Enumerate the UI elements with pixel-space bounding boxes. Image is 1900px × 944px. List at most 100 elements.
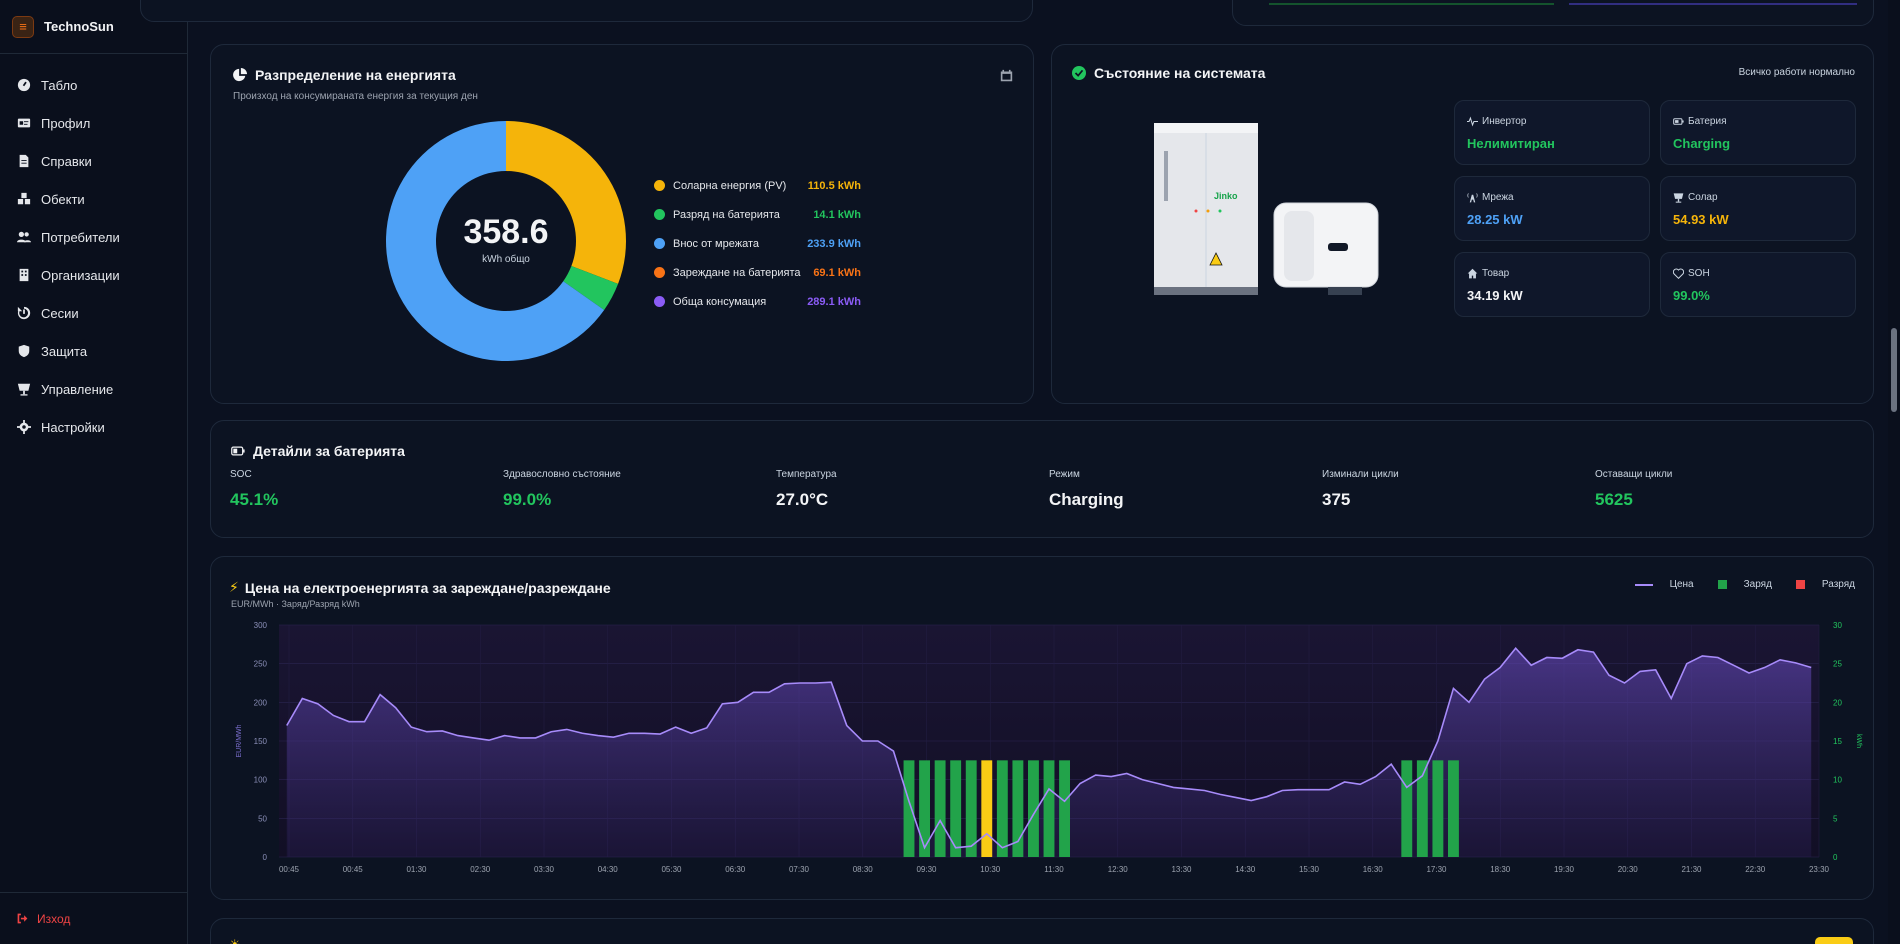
legend-charge[interactable]: Заряд <box>1706 579 1772 590</box>
y2-tick-label: 15 <box>1833 737 1842 746</box>
solar-panel-icon <box>16 381 32 397</box>
logout-button[interactable]: Изход <box>0 892 188 944</box>
sidebar-item-0[interactable]: Табло <box>0 66 187 104</box>
x-tick-label: 15:30 <box>1299 865 1320 874</box>
legend-value: 233.9 kWh <box>807 237 861 250</box>
x-tick-label: 12:30 <box>1108 865 1129 874</box>
status-tile-label-text: Товар <box>1482 268 1510 279</box>
x-tick-label: 21:30 <box>1681 865 1702 874</box>
donut-total: 358.6 <box>463 213 549 251</box>
legend-dot <box>654 238 665 249</box>
x-tick-label: 00:45 <box>343 865 364 874</box>
system-status-title: Състояние на системата <box>1072 65 1265 81</box>
donut-slice-0[interactable] <box>506 121 626 284</box>
sidebar-item-label: Профил <box>41 115 91 131</box>
sidebar-item-4[interactable]: Потребители <box>0 218 187 256</box>
battery-field-value: 99.0% <box>503 490 552 509</box>
status-tile: Инвертор Нелимитиран <box>1454 100 1650 165</box>
id-card-icon <box>16 115 32 131</box>
sidebar-item-3[interactable]: Обекти <box>0 180 187 218</box>
status-tile-label: SOH <box>1673 268 1843 279</box>
charge-bar <box>1432 760 1444 857</box>
battery-field: Оставащи цикли 5625 <box>1595 469 1672 510</box>
x-tick-label: 02:30 <box>470 865 491 874</box>
system-status-title-text: Състояние на системата <box>1094 65 1266 81</box>
y-tick-label: 100 <box>254 776 268 785</box>
legend-label: Внос от мрежата <box>673 237 759 250</box>
charge-bar <box>950 760 962 857</box>
sidebar-item-6[interactable]: Сесии <box>0 294 187 332</box>
cubes-icon <box>16 191 32 207</box>
status-tile-label: Батерия <box>1673 116 1843 127</box>
status-tile-value: 54.93 kW <box>1673 212 1729 227</box>
status-tile-value: 28.25 kW <box>1467 212 1523 227</box>
users-icon <box>16 229 32 245</box>
y-tick-label: 50 <box>258 814 267 823</box>
x-tick-label: 13:30 <box>1171 865 1192 874</box>
charge-bar <box>1401 760 1413 857</box>
sun-icon: ☀ <box>229 937 241 944</box>
price-chart-subtitle-left: EUR/MWh <box>231 599 274 609</box>
x-tick-label: 05:30 <box>661 865 682 874</box>
price-chart: 0 50 100 150 200 250 300 0 5 10 15 20 25 30 00:45 00:45… <box>236 621 1862 874</box>
sidebar-item-label: Сесии <box>41 305 79 321</box>
battery-icon <box>1673 118 1684 125</box>
scrollbar[interactable] <box>1888 0 1900 944</box>
legend-discharge[interactable]: Разряд <box>1784 579 1855 590</box>
status-tile: Мрежа 28.25 kW <box>1454 176 1650 241</box>
sidebar-item-2[interactable]: Справки <box>0 142 187 180</box>
charge-bar <box>996 760 1008 857</box>
sidebar-item-5[interactable]: Организации <box>0 256 187 294</box>
status-tile: SOH 99.0% <box>1660 252 1856 317</box>
status-tile-value: 99.0% <box>1673 288 1710 303</box>
y2-tick-label: 25 <box>1833 660 1842 669</box>
scrollbar-thumb[interactable] <box>1891 328 1897 412</box>
gear-icon <box>16 419 32 435</box>
sidebar-nav: Табло Профил Справки Обекти Потребители Орган… <box>0 54 187 446</box>
x-tick-label: 22:30 <box>1745 865 1766 874</box>
donut-slice-1[interactable] <box>563 266 619 311</box>
battery-field-value: Charging <box>1049 490 1124 509</box>
gauge-icon <box>16 77 32 93</box>
bottom-card-button[interactable] <box>1815 937 1853 944</box>
sidebar-item-label: Управление <box>41 381 114 397</box>
sidebar-item-8[interactable]: Управление <box>0 370 187 408</box>
donut-slice-2[interactable] <box>386 121 605 361</box>
hamburger-icon: ≡ <box>19 19 27 34</box>
sidebar-item-9[interactable]: Настройки <box>0 408 187 446</box>
brand-name: TechnoSun <box>44 19 114 34</box>
legend-dot <box>654 180 665 191</box>
x-tick-label: 04:30 <box>598 865 619 874</box>
status-tile-value: 34.19 kW <box>1467 288 1523 303</box>
x-tick-label: 20:30 <box>1618 865 1639 874</box>
battery-field: SOC 45.1% <box>230 469 278 510</box>
donut-total-label: kWh общо <box>482 254 530 265</box>
charge-bar <box>1448 760 1459 857</box>
legend-price[interactable]: Цена <box>1623 579 1694 590</box>
menu-toggle-button[interactable]: ≡ <box>12 15 34 38</box>
energy-distribution-title: Разпределение на енергията <box>233 67 456 83</box>
x-tick-label: 17:30 <box>1426 865 1447 874</box>
sidebar-item-label: Организации <box>41 267 120 283</box>
battery-icon <box>231 446 245 456</box>
legend-label: Разряд на батерията <box>673 208 780 221</box>
battery-details-title-text: Детайли за батерията <box>253 443 405 459</box>
sidebar-item-7[interactable]: Защита <box>0 332 187 370</box>
price-line <box>286 646 1812 850</box>
calendar-button[interactable] <box>1000 69 1013 87</box>
x-tick-label: 14:30 <box>1235 865 1256 874</box>
battery-field-value: 27.0°C <box>776 490 829 509</box>
shield-icon <box>16 343 32 359</box>
price-chart-subtitle-right: Заряд/Разряд kWh <box>281 599 360 609</box>
energy-distribution-title-text: Разпределение на енергията <box>255 67 456 83</box>
sidebar-item-label: Защита <box>41 343 88 359</box>
legend-value: 289.1 kWh <box>807 295 861 308</box>
building-icon <box>16 267 32 283</box>
legend-item: Разряд на батерията 14.1 kWh <box>654 200 861 229</box>
donut-center: 358.6 kWh общо <box>386 213 626 265</box>
battery-field: Здравословно състояние 99.0% <box>503 469 621 510</box>
status-tile-label-text: SOH <box>1688 268 1710 279</box>
legend-value: 69.1 kWh <box>813 266 861 279</box>
sidebar-item-1[interactable]: Профил <box>0 104 187 142</box>
status-tile-label-text: Солар <box>1688 192 1718 203</box>
